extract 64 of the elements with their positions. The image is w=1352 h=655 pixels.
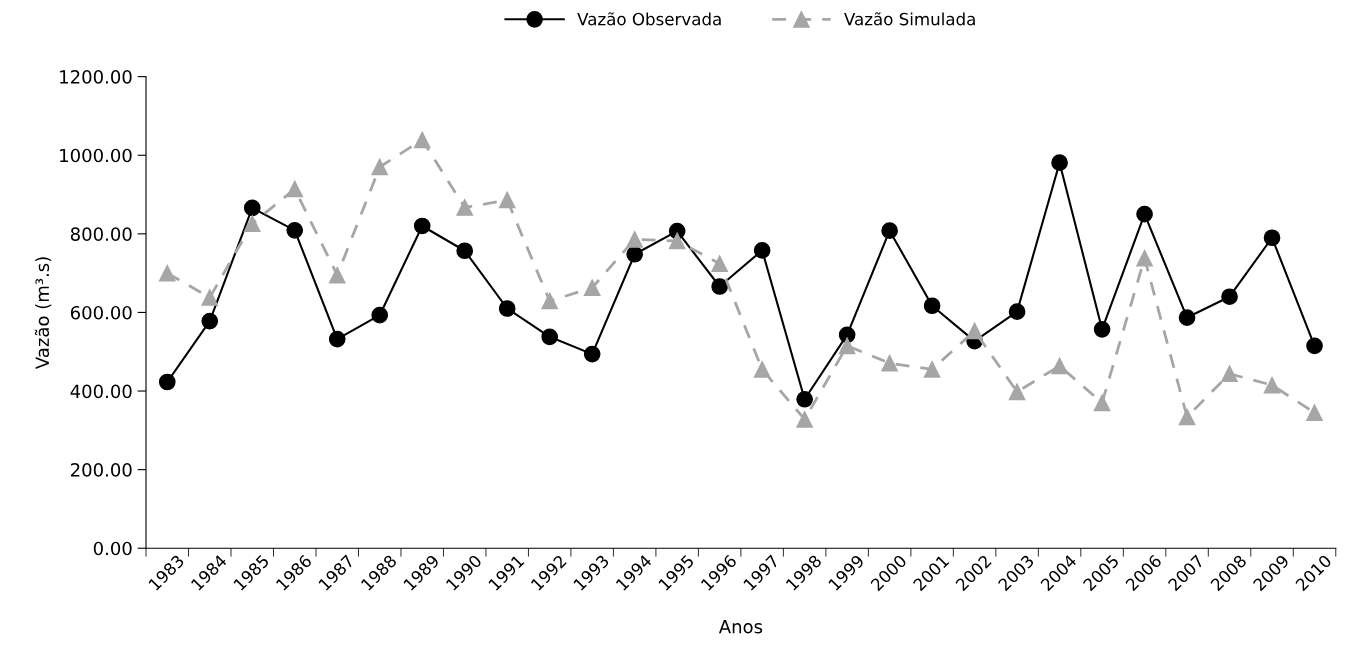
point [626,231,644,248]
point [753,361,771,378]
x-axis-title: Anos [718,620,763,634]
point [1178,309,1196,326]
point [1306,404,1323,421]
y-tick-label: 200.00 [70,463,132,477]
point [541,328,559,346]
point [1221,288,1238,306]
point [1093,320,1111,338]
point [286,221,304,239]
point [923,361,941,378]
point [286,180,304,198]
point [1221,365,1238,383]
point [626,245,644,263]
point [201,312,219,330]
point [158,264,176,282]
point [1263,229,1281,247]
y-axis-title: Vazão (m³.s) [34,257,52,369]
point [923,297,941,315]
point [1051,357,1068,375]
y-tick-label: 1200.00 [60,70,132,84]
point [711,278,728,295]
point [456,199,474,216]
point [158,373,176,391]
point [753,242,771,259]
legend-label: Vazão Simulada [844,12,975,26]
point [583,345,601,363]
legend-label: Vazão Observada [577,12,721,26]
point [1178,408,1196,426]
point [456,242,474,260]
point [1136,205,1153,223]
y-tick-label: 0.00 [93,541,132,556]
point [328,330,346,348]
point [1306,337,1323,355]
y-tick-label: 800.00 [70,227,132,241]
point [541,292,559,310]
point [881,354,898,372]
point [201,289,219,306]
point [243,199,261,217]
point [498,300,516,317]
point [583,279,601,297]
point [243,215,261,232]
y-tick-label: 1000.00 [60,148,132,163]
point [1093,394,1111,412]
point [413,217,431,235]
point [881,222,898,240]
point [966,322,983,340]
point [413,131,431,149]
point [498,191,516,209]
point [1008,303,1026,320]
point [371,158,389,176]
point [371,306,389,324]
point [1263,376,1281,394]
point [328,266,346,284]
point [668,232,686,250]
point [711,255,728,273]
point [838,337,856,355]
y-tick-label: 600.00 [70,305,132,320]
point [1008,383,1026,401]
point [1051,154,1068,172]
point [796,390,813,408]
point [796,410,813,428]
y-tick-label: 400.00 [70,384,132,399]
point [1136,249,1153,267]
